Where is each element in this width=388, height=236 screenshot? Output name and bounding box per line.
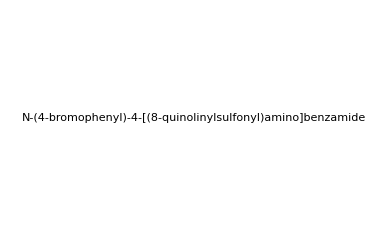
Text: N-(4-bromophenyl)-4-[(8-quinolinylsulfonyl)amino]benzamide: N-(4-bromophenyl)-4-[(8-quinolinylsulfon… — [22, 113, 366, 123]
